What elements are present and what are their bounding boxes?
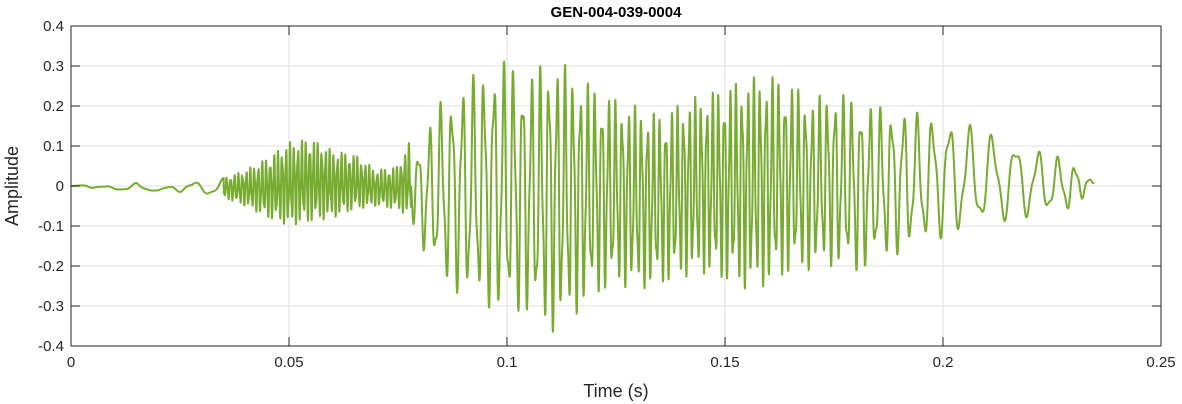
y-axis-label: Amplitude: [2, 146, 22, 226]
y-tick-label: -0.2: [38, 258, 64, 275]
x-tick-label: 0.15: [710, 354, 739, 371]
y-tick-label: 0.1: [43, 138, 64, 155]
y-tick-label: 0.3: [43, 58, 64, 75]
y-tick-label: -0.4: [38, 338, 64, 355]
x-tick-label: 0.25: [1146, 354, 1175, 371]
x-tick-label: 0.1: [497, 354, 518, 371]
x-tick-label: 0: [67, 354, 75, 371]
waveform-series: [70, 60, 1095, 333]
x-tick-label: 0.05: [274, 354, 303, 371]
waveform-line: [70, 60, 1095, 333]
y-tick-label: 0.2: [43, 98, 64, 115]
y-tick-label: -0.1: [38, 218, 64, 235]
x-tick-label: 0.2: [933, 354, 954, 371]
axis-ticks: 0 0.05 0.1 0.15 0.2 0.25 -0.4 -0.3 -0.2 -0.1 0 0.1 0…: [38, 18, 1175, 371]
y-tick-label: -0.3: [38, 298, 64, 315]
chart-title: GEN-004-039-0004: [551, 4, 683, 21]
y-tick-label: 0: [56, 178, 64, 195]
x-axis-label: Time (s): [583, 381, 648, 401]
y-tick-label: 0.4: [43, 18, 64, 35]
